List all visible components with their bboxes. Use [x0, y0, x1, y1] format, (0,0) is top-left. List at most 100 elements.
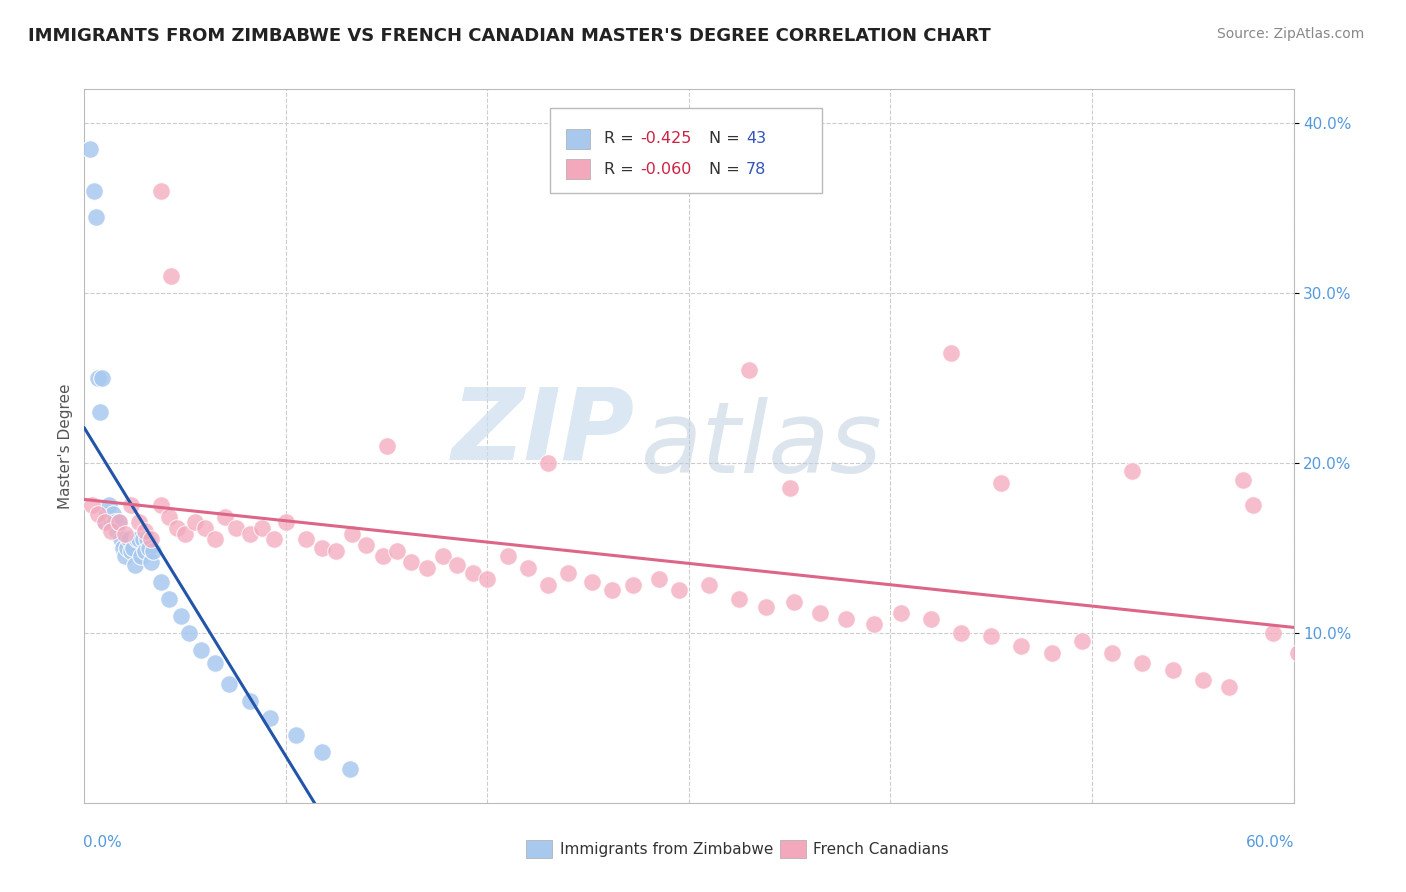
- Text: N =: N =: [710, 161, 745, 177]
- Point: [920, 612, 942, 626]
- Bar: [565, 128, 589, 149]
- Point: [93, 516, 115, 530]
- Bar: [780, 840, 806, 858]
- Point: [149, 574, 172, 589]
- Text: R =: R =: [605, 161, 640, 177]
- Point: [83, 184, 105, 198]
- Point: [371, 549, 394, 564]
- Point: [138, 541, 160, 555]
- Point: [179, 626, 201, 640]
- Point: [602, 583, 624, 598]
- Point: [621, 578, 644, 592]
- Point: [783, 595, 806, 609]
- Point: [142, 544, 165, 558]
- Point: [139, 555, 162, 569]
- Text: N =: N =: [710, 131, 745, 146]
- Bar: [550, 109, 823, 193]
- Point: [1286, 646, 1309, 660]
- Point: [128, 516, 150, 530]
- Point: [477, 572, 499, 586]
- Point: [114, 549, 136, 564]
- Point: [980, 629, 1002, 643]
- Point: [1263, 626, 1285, 640]
- Point: [697, 578, 720, 592]
- Point: [863, 617, 886, 632]
- Point: [218, 677, 240, 691]
- Point: [100, 524, 122, 538]
- Point: [416, 561, 439, 575]
- Point: [990, 476, 1012, 491]
- Point: [170, 608, 193, 623]
- Point: [581, 574, 603, 589]
- Point: [121, 541, 143, 555]
- Point: [939, 345, 962, 359]
- Point: [285, 728, 308, 742]
- Point: [432, 549, 454, 564]
- Point: [342, 527, 364, 541]
- Point: [1132, 657, 1154, 671]
- Point: [135, 533, 157, 547]
- Text: French Canadians: French Canadians: [814, 842, 949, 856]
- Point: [446, 558, 468, 572]
- Point: [134, 524, 156, 538]
- Point: [835, 612, 858, 626]
- Point: [105, 524, 128, 538]
- Point: [259, 711, 281, 725]
- Bar: [565, 159, 589, 179]
- Point: [1121, 465, 1143, 479]
- Text: IMMIGRANTS FROM ZIMBABWE VS FRENCH CANADIAN MASTER'S DEGREE CORRELATION CHART: IMMIGRANTS FROM ZIMBABWE VS FRENCH CANAD…: [28, 27, 991, 45]
- Point: [82, 499, 104, 513]
- Point: [263, 533, 285, 547]
- Point: [1101, 646, 1123, 660]
- Point: [728, 591, 751, 606]
- Point: [100, 516, 122, 530]
- Point: [79, 142, 101, 156]
- Point: [1313, 663, 1336, 677]
- Point: [129, 549, 152, 564]
- Point: [166, 520, 188, 534]
- Text: atlas: atlas: [641, 398, 882, 494]
- Point: [214, 510, 236, 524]
- Point: [97, 499, 120, 513]
- Point: [754, 600, 776, 615]
- Bar: [526, 840, 553, 858]
- Point: [87, 507, 110, 521]
- Point: [160, 269, 183, 284]
- Point: [738, 362, 761, 376]
- Point: [239, 694, 262, 708]
- Point: [1040, 646, 1063, 660]
- Point: [1192, 673, 1215, 688]
- Point: [463, 566, 485, 581]
- Point: [385, 544, 408, 558]
- Point: [115, 541, 138, 555]
- Point: [204, 657, 226, 671]
- Point: [132, 533, 155, 547]
- Point: [516, 561, 538, 575]
- Point: [250, 520, 273, 534]
- Text: 60.0%: 60.0%: [1246, 835, 1295, 850]
- Point: [128, 533, 150, 547]
- Text: 43: 43: [745, 131, 766, 146]
- Point: [118, 533, 141, 547]
- Point: [190, 643, 212, 657]
- Point: [295, 533, 318, 547]
- Point: [239, 527, 262, 541]
- Point: [107, 516, 129, 530]
- Point: [537, 578, 560, 592]
- Point: [808, 606, 831, 620]
- Point: [101, 507, 124, 521]
- Point: [779, 482, 801, 496]
- Point: [356, 537, 378, 551]
- Point: [537, 456, 560, 470]
- Point: [1218, 680, 1240, 694]
- Point: [86, 210, 108, 224]
- Text: 0.0%: 0.0%: [83, 835, 122, 850]
- Point: [668, 583, 690, 598]
- Point: [139, 533, 162, 547]
- Point: [274, 516, 297, 530]
- Point: [375, 439, 398, 453]
- Point: [149, 499, 172, 513]
- Point: [87, 371, 110, 385]
- Point: [1071, 634, 1094, 648]
- Point: [496, 549, 519, 564]
